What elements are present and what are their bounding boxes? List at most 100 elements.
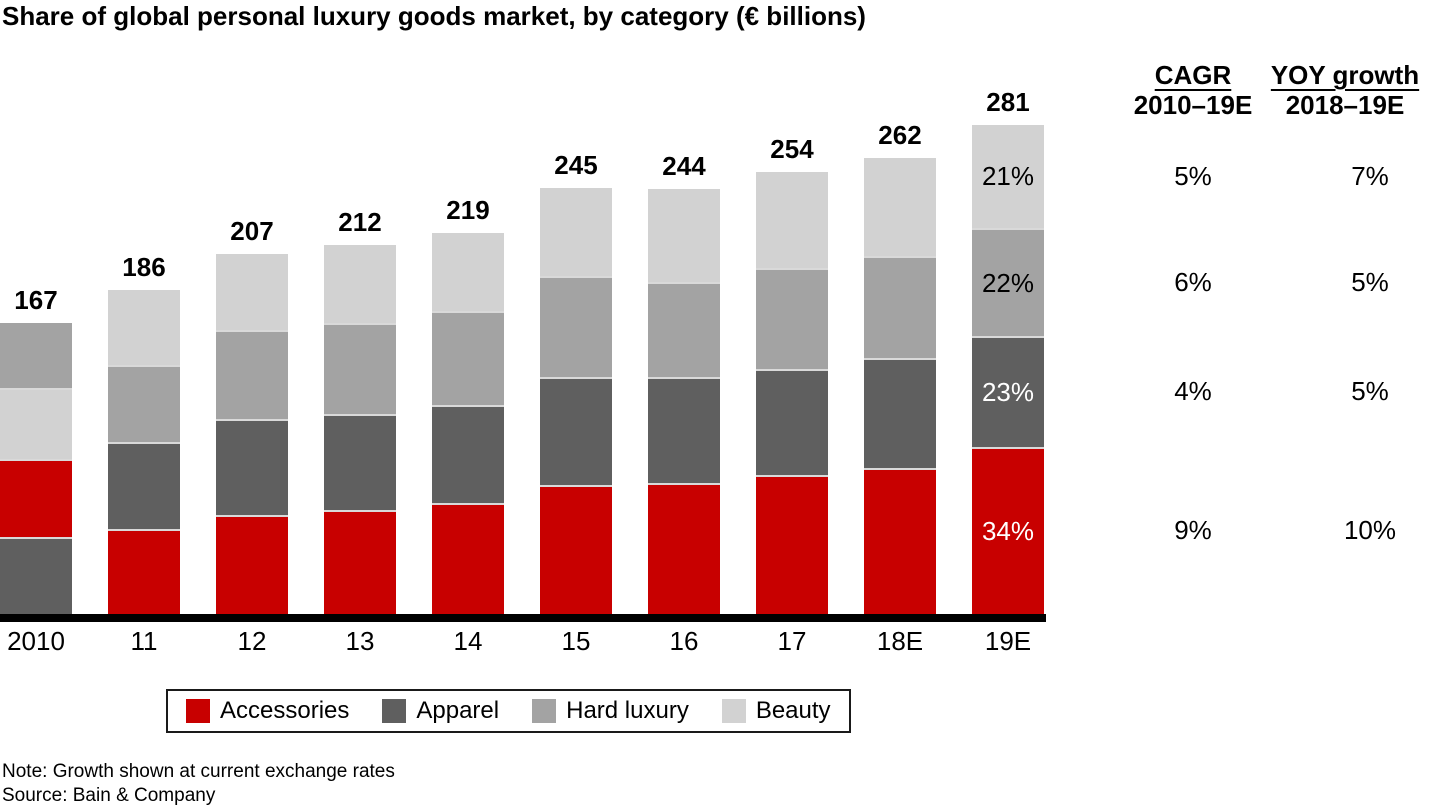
segment-pct-label: 21% — [981, 161, 1035, 192]
x-axis-label: 18E — [876, 626, 924, 656]
segment-pct-label: 34% — [981, 516, 1035, 547]
bar-total-label: 244 — [662, 151, 706, 182]
bar-segment-hard-luxury — [648, 281, 720, 378]
stacked-bar-18E — [864, 158, 936, 614]
yoy-value: 10% — [1343, 515, 1397, 545]
legend-item-label: Apparel — [416, 697, 500, 724]
x-axis-label: 19E — [984, 626, 1032, 656]
x-axis-label: 12 — [237, 626, 267, 656]
bar-segment-hard-luxury — [0, 323, 72, 388]
bar-segment-accessories — [108, 528, 180, 614]
bar-segment-beauty — [108, 290, 180, 366]
bar-segment-beauty — [648, 189, 720, 282]
footnotes: Note: Growth shown at current exchange r… — [2, 760, 395, 807]
cagr-header-period: 2010–19E — [1133, 90, 1253, 120]
yoy-header-label: YOY growth — [1270, 60, 1420, 90]
legend-item: Hard luxury — [532, 697, 689, 725]
stacked-bar-13 — [324, 245, 396, 614]
bar-segment-accessories — [648, 483, 720, 614]
bar-segment-accessories — [432, 502, 504, 614]
bar-segment-hard-luxury — [864, 255, 936, 359]
yoy-value: 5% — [1351, 376, 1389, 406]
stacked-bar-2010 — [0, 323, 72, 614]
bar-segment-hard-luxury: 22% — [972, 227, 1044, 336]
legend-swatch-hard-luxury — [532, 699, 557, 723]
legend-swatch-accessories — [186, 699, 210, 723]
stacked-bar-17 — [756, 172, 828, 614]
bar-segment-accessories — [864, 467, 936, 614]
bar-segment-hard-luxury — [324, 323, 396, 414]
yoy-header-period: 2018–19E — [1285, 90, 1405, 120]
bar-segment-beauty: 21% — [972, 125, 1044, 228]
bar-total-label: 186 — [122, 252, 166, 283]
bar-segment-apparel — [216, 419, 288, 515]
bar-total-label: 207 — [230, 215, 274, 246]
legend-swatch-apparel — [382, 699, 407, 723]
legend-item: Accessories — [186, 697, 349, 725]
bar-total-label: 219 — [446, 194, 490, 225]
legend-swatch-beauty — [721, 699, 746, 723]
bar-segment-beauty — [864, 158, 936, 256]
stacked-bar-15 — [540, 187, 612, 614]
yoy-column-header: YOY growth 2018–19E — [1240, 60, 1440, 120]
source-line: Source: Bain & Company — [2, 784, 216, 806]
bar-segment-hard-luxury — [540, 276, 612, 378]
bar-total-label: 281 — [986, 87, 1030, 118]
bar-total-label: 212 — [338, 207, 382, 238]
x-axis-line — [0, 614, 1046, 622]
bar-segment-accessories — [756, 474, 828, 614]
yoy-value: 7% — [1351, 161, 1389, 191]
legend-item: Apparel — [382, 697, 499, 725]
bar-segment-beauty — [756, 172, 828, 268]
stacked-bar-19E: 21% 22% 23% 34% — [972, 125, 1044, 614]
stacked-bar-14 — [432, 232, 504, 614]
stacked-bar-12 — [216, 253, 288, 614]
x-axis-label: 15 — [561, 626, 591, 656]
bar-segment-accessories — [0, 459, 72, 538]
bar-segment-beauty — [324, 245, 396, 324]
bar-segment-accessories: 34% — [972, 446, 1044, 614]
bar-segment-accessories — [540, 485, 612, 614]
segment-pct-label: 23% — [981, 377, 1035, 408]
bar-segment-apparel — [108, 441, 180, 529]
bar-segment-apparel — [864, 358, 936, 468]
x-axis-label: 17 — [777, 626, 807, 656]
segment-pct-label: 22% — [981, 267, 1035, 298]
cagr-header-label: CAGR — [1154, 60, 1232, 90]
x-axis-label: 11 — [130, 626, 158, 656]
bar-total-label: 245 — [554, 149, 598, 180]
bar-segment-accessories — [324, 509, 396, 614]
stacked-bar-16 — [648, 189, 720, 614]
bar-segment-apparel — [0, 537, 72, 614]
bar-segment-apparel — [648, 377, 720, 484]
bar-total-label: 254 — [770, 134, 814, 165]
bar-segment-apparel — [540, 377, 612, 486]
bar-segment-hard-luxury — [756, 267, 828, 369]
bar-total-label: 262 — [878, 120, 922, 151]
bar-total-label: 167 — [14, 285, 58, 316]
chart-title: Share of global personal luxury goods ma… — [2, 1, 866, 31]
cagr-value: 4% — [1174, 376, 1212, 406]
bar-segment-hard-luxury — [216, 330, 288, 420]
x-axis-label: 2010 — [7, 626, 65, 656]
bar-segment-apparel — [756, 368, 828, 475]
bar-segment-beauty — [432, 232, 504, 312]
bar-segment-beauty — [0, 387, 72, 460]
bar-segment-beauty — [216, 253, 288, 331]
legend-item-label: Accessories — [220, 697, 350, 724]
note-line: Note: Growth shown at current exchange r… — [2, 761, 395, 782]
legend-item-label: Beauty — [755, 697, 831, 724]
stacked-bar-chart: 167 2010 186 11 207 12 212 13 219 14 245 15 244 16 254… — [0, 87, 1046, 656]
legend-item: Beauty — [721, 697, 831, 725]
legend-box: Accessories Apparel Hard luxury Beauty — [166, 689, 851, 733]
legend-item-label: Hard luxury — [566, 697, 689, 724]
cagr-value: 9% — [1174, 515, 1212, 545]
cagr-column-header: CAGR 2010–19E — [1093, 60, 1293, 120]
yoy-value: 5% — [1351, 267, 1389, 297]
bar-segment-apparel: 23% — [972, 335, 1044, 447]
bar-segment-apparel — [324, 413, 396, 510]
bar-segment-accessories — [216, 514, 288, 614]
bar-segment-apparel — [432, 405, 504, 503]
cagr-value: 6% — [1174, 267, 1212, 297]
